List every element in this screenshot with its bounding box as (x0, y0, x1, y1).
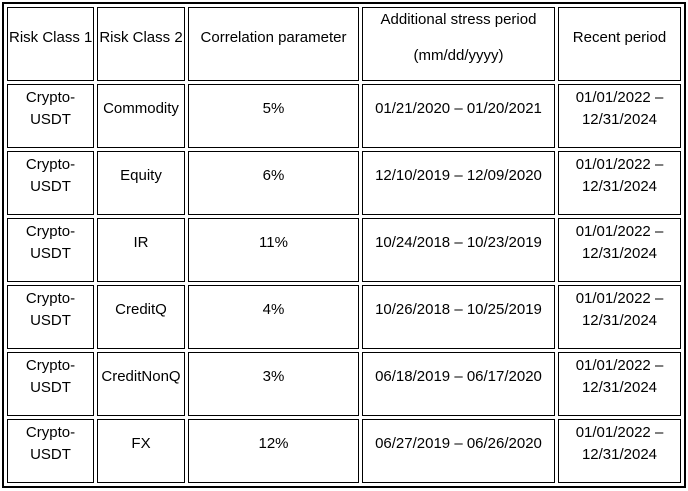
table-row: Crypto-USDT Equity 6% 12/10/2019 – 12/09… (7, 151, 681, 215)
cell-risk-class-2: Commodity (97, 84, 185, 148)
table-row: Crypto-USDT FX 12% 06/27/2019 – 06/26/20… (7, 419, 681, 483)
cell-additional-stress-period: 12/10/2019 – 12/09/2020 (362, 151, 555, 215)
cell-risk-class-2: CreditNonQ (97, 352, 185, 416)
cell-risk-class-2: Equity (97, 151, 185, 215)
cell-additional-stress-period: 10/26/2018 – 10/25/2019 (362, 285, 555, 349)
cell-correlation-parameter: 11% (188, 218, 359, 282)
cell-correlation-parameter: 12% (188, 419, 359, 483)
cell-risk-class-1: Crypto-USDT (7, 285, 94, 349)
header-risk-class-2: Risk Class 2 (97, 7, 185, 81)
cell-risk-class-2: CreditQ (97, 285, 185, 349)
header-correlation-parameter: Correlation parameter (188, 7, 359, 81)
cell-risk-class-2: FX (97, 419, 185, 483)
header-recent-period: Recent period (558, 7, 681, 81)
cell-correlation-parameter: 3% (188, 352, 359, 416)
cell-correlation-parameter: 4% (188, 285, 359, 349)
cell-additional-stress-period: 10/24/2018 – 10/23/2019 (362, 218, 555, 282)
header-risk-class-1: Risk Class 1 (7, 7, 94, 81)
cell-recent-period: 01/01/2022 – 12/31/2024 (558, 352, 681, 416)
cell-additional-stress-period: 01/21/2020 – 01/20/2021 (362, 84, 555, 148)
cell-risk-class-1: Crypto-USDT (7, 151, 94, 215)
cell-additional-stress-period: 06/27/2019 – 06/26/2020 (362, 419, 555, 483)
cell-risk-class-1: Crypto-USDT (7, 352, 94, 416)
cell-recent-period: 01/01/2022 – 12/31/2024 (558, 84, 681, 148)
header-row: Risk Class 1 Risk Class 2 Correlation pa… (7, 7, 681, 81)
table-row: Crypto-USDT IR 11% 10/24/2018 – 10/23/20… (7, 218, 681, 282)
header-additional-stress-period-title: Additional stress period (380, 11, 537, 28)
cell-risk-class-1: Crypto-USDT (7, 419, 94, 483)
cell-recent-period: 01/01/2022 – 12/31/2024 (558, 151, 681, 215)
header-additional-stress-period-format: (mm/dd/yyyy) (413, 47, 504, 64)
table-row: Crypto-USDT Commodity 5% 01/21/2020 – 01… (7, 84, 681, 148)
cell-recent-period: 01/01/2022 – 12/31/2024 (558, 419, 681, 483)
table-row: Crypto-USDT CreditQ 4% 10/26/2018 – 10/2… (7, 285, 681, 349)
cell-recent-period: 01/01/2022 – 12/31/2024 (558, 285, 681, 349)
table-row: Crypto-USDT CreditNonQ 3% 06/18/2019 – 0… (7, 352, 681, 416)
cell-risk-class-1: Crypto-USDT (7, 84, 94, 148)
cell-correlation-parameter: 6% (188, 151, 359, 215)
header-additional-stress-period: Additional stress period (mm/dd/yyyy) (362, 7, 555, 81)
cell-additional-stress-period: 06/18/2019 – 06/17/2020 (362, 352, 555, 416)
cell-recent-period: 01/01/2022 – 12/31/2024 (558, 218, 681, 282)
cell-risk-class-1: Crypto-USDT (7, 218, 94, 282)
cell-correlation-parameter: 5% (188, 84, 359, 148)
cell-risk-class-2: IR (97, 218, 185, 282)
